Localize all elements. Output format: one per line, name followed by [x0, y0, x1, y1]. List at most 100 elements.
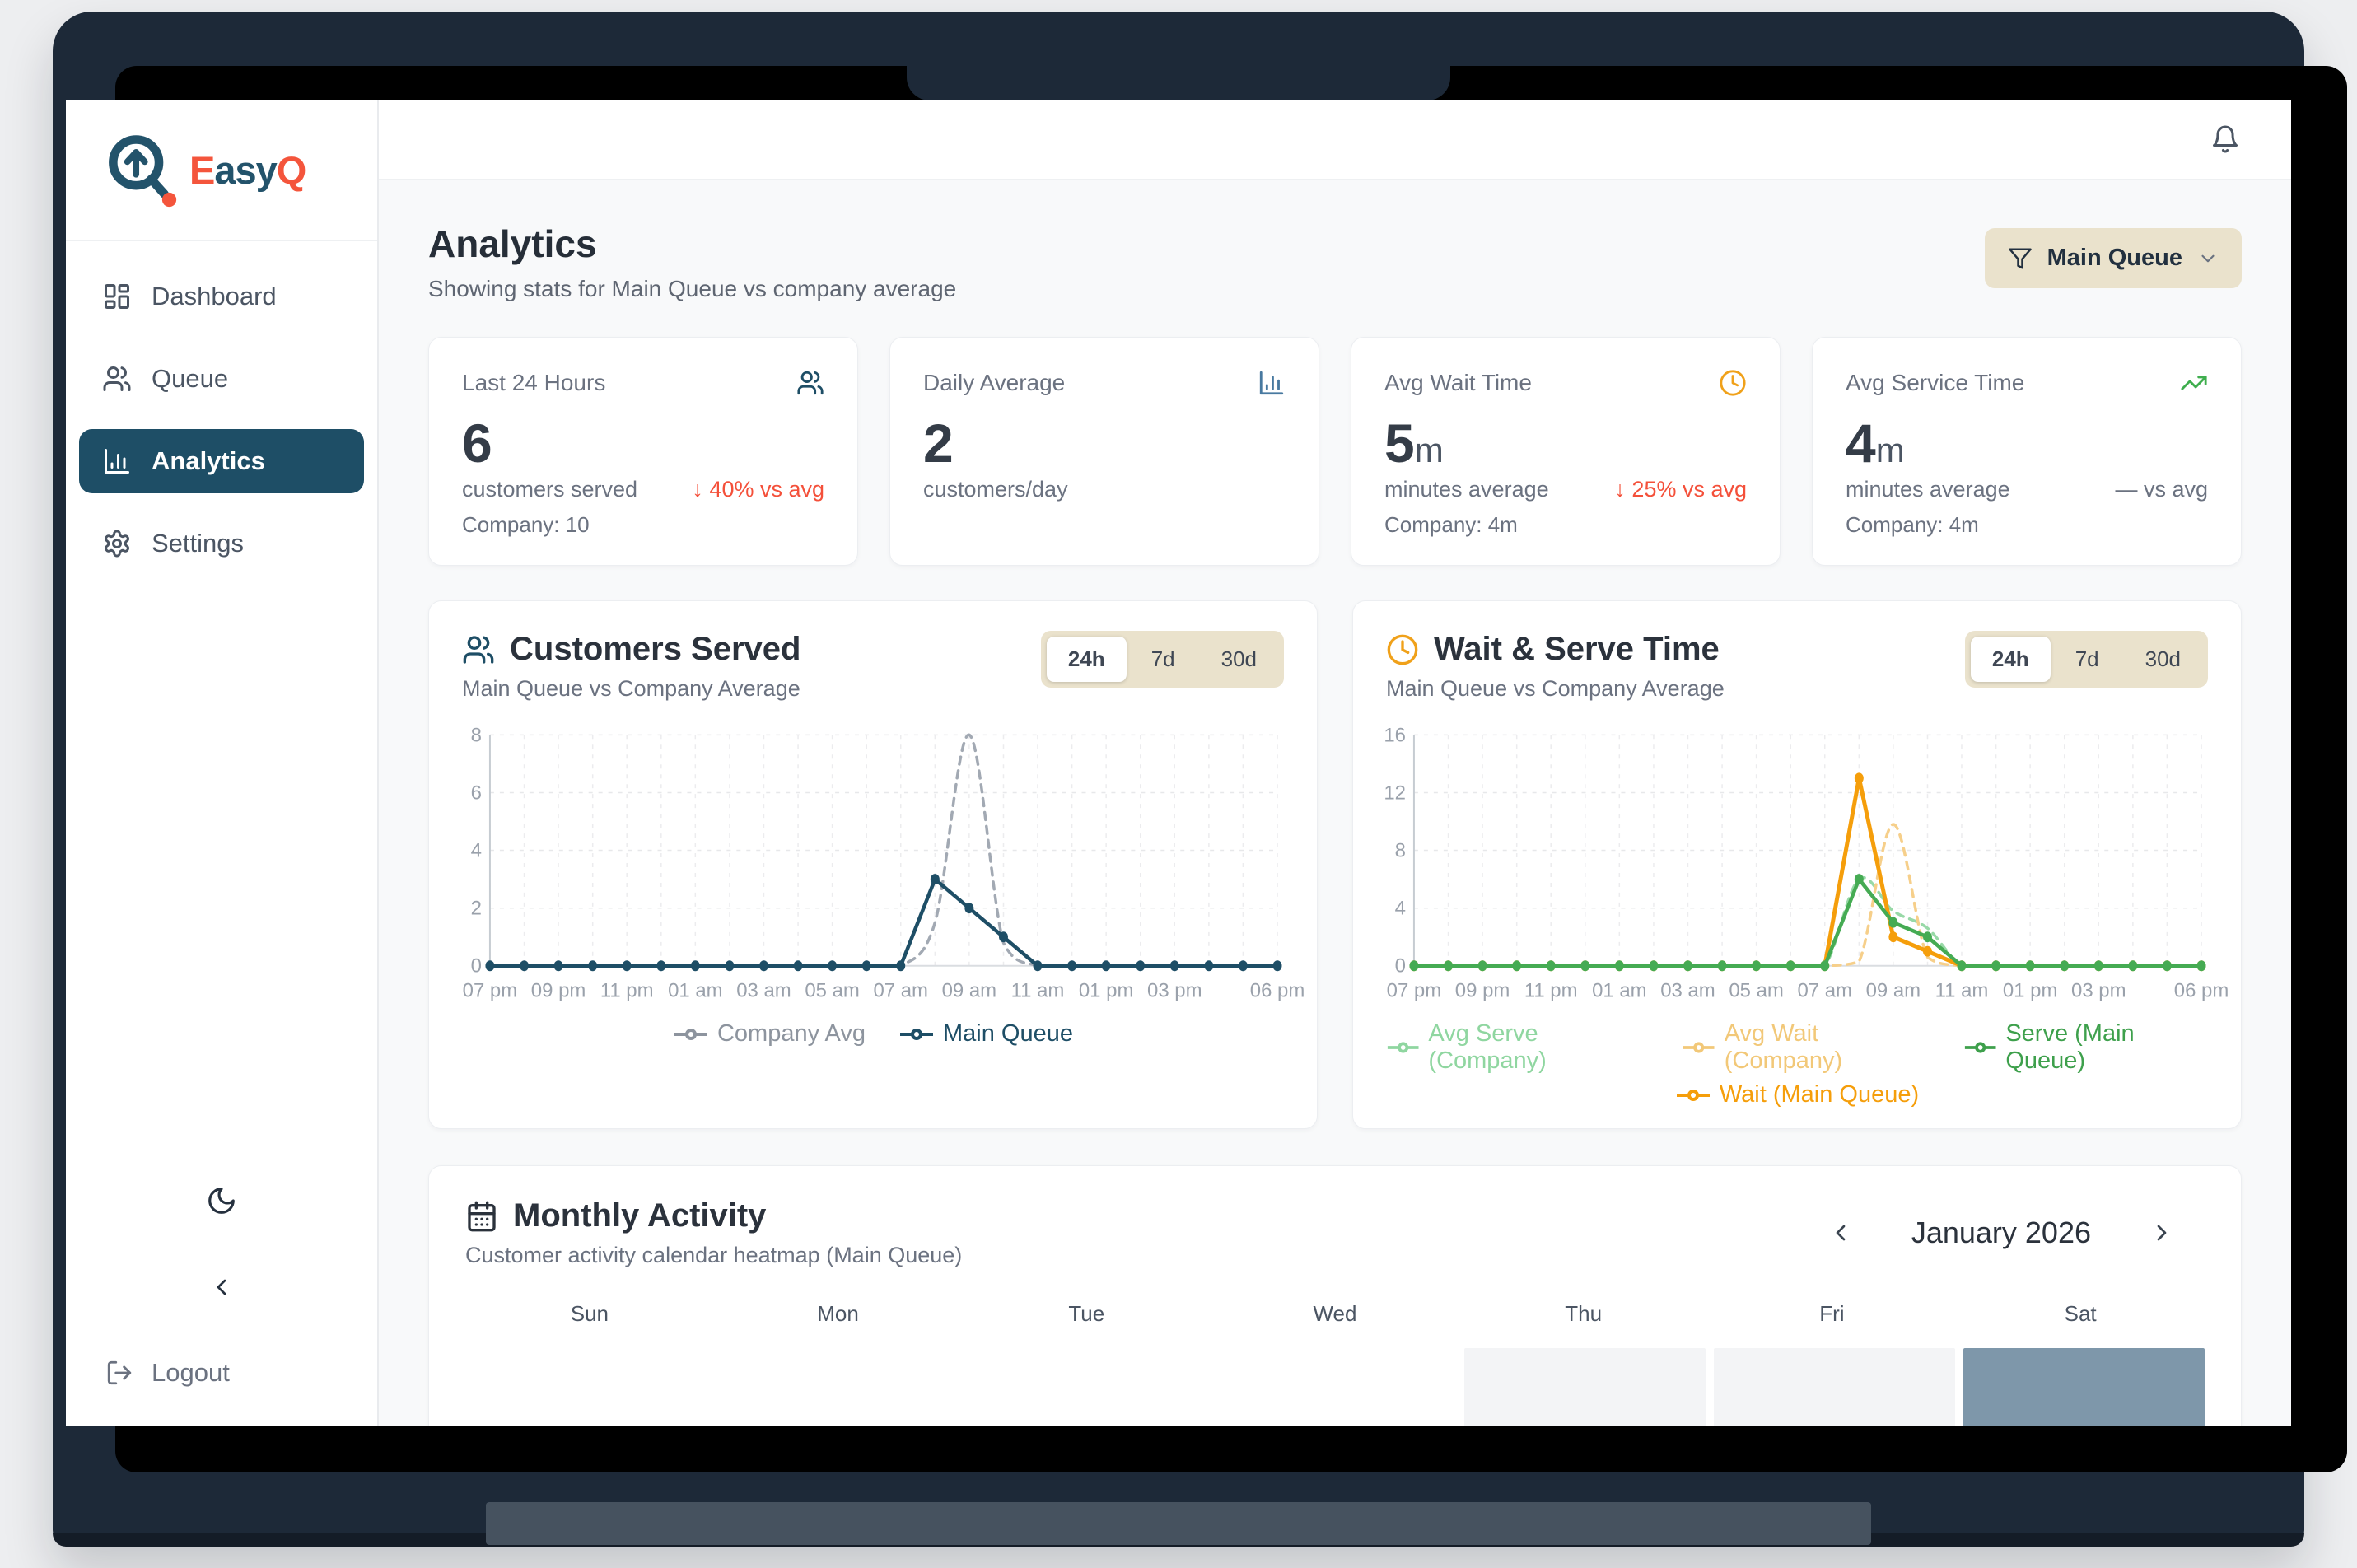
queue-filter-dropdown[interactable]: Main Queue	[1984, 228, 2242, 288]
main-area: Analytics Showing stats for Main Queue v…	[379, 100, 2291, 1426]
range-option-30d[interactable]: 30d	[1200, 637, 1278, 682]
chevron-left-icon	[1836, 1225, 1846, 1241]
range-option-24h[interactable]: 24h	[1970, 637, 2051, 683]
sidebar-item-label: Dashboard	[152, 282, 277, 310]
sidebar-collapse-button[interactable]	[203, 1269, 240, 1305]
svg-text:4: 4	[1395, 898, 1406, 920]
range-option-24h[interactable]: 24h	[1046, 637, 1127, 683]
legend-marker	[1964, 1042, 1996, 1053]
svg-text:0: 0	[1395, 955, 1406, 978]
bar-chart-icon	[1259, 371, 1284, 395]
dark-mode-toggle[interactable]	[201, 1180, 242, 1221]
svg-text:07 pm: 07 pm	[1387, 980, 1442, 1002]
stat-card-company: Company: 4m	[1846, 512, 1979, 538]
funnel-icon	[2008, 248, 2032, 268]
logout-icon	[105, 1359, 133, 1387]
svg-text:11 pm: 11 pm	[1524, 980, 1578, 1002]
svg-text:01 pm: 01 pm	[2003, 980, 2058, 1002]
sidebar-item-queue[interactable]: Queue	[79, 347, 364, 411]
monthly-activity-subtitle: Customer activity calendar heatmap (Main…	[465, 1243, 963, 1268]
wait-serve-card: Wait & Serve Time Main Queue vs Company …	[1352, 600, 2242, 1130]
notifications-button[interactable]	[2205, 124, 2245, 155]
stat-card-title: Avg Service Time	[1846, 370, 2025, 395]
stat-card-avg-service-time: Avg Service Time 4m minutes average — vs…	[1812, 337, 2242, 567]
stat-card-value: 5m	[1384, 413, 1444, 474]
chevron-right-icon	[2157, 1225, 2167, 1241]
svg-text:11 pm: 11 pm	[600, 980, 654, 1002]
customers-served-subtitle: Main Queue vs Company Average	[462, 676, 800, 702]
chevron-left-icon	[217, 1279, 226, 1295]
day-header-tue: Tue	[1068, 1301, 1105, 1327]
clock-icon	[1720, 370, 1746, 396]
stat-card-company: Company: 10	[462, 512, 590, 538]
settings-gear-icon	[105, 530, 129, 558]
range-option-7d[interactable]: 7d	[1130, 637, 1197, 682]
range-option-30d[interactable]: 30d	[2124, 637, 2202, 682]
wait-serve-chart: 0 4 8 12 16 07 pm 09 pm 11 pm 01 am 03 am 05 am 07 …	[1384, 725, 2229, 1002]
svg-text:16: 16	[1384, 725, 1406, 747]
sidebar-item-dashboard[interactable]: Dashboard	[79, 264, 364, 329]
sidebar-item-analytics[interactable]: Analytics	[79, 429, 364, 493]
stat-card-delta: — vs avg	[2115, 477, 2208, 502]
trend-up-icon	[2181, 376, 2207, 390]
day-header-fri: Fri	[1819, 1301, 1845, 1327]
calendar-grid: 12319	[465, 1348, 2205, 1426]
next-month-button[interactable]	[2144, 1219, 2180, 1247]
calendar-day-headers: Sun Mon Tue Wed Thu Fri Sat	[465, 1301, 2205, 1327]
stat-card-avg-wait-time: Avg Wait Time 5m minutes average ↓ 25% v…	[1351, 337, 1781, 567]
stat-card-title: Daily Average	[923, 370, 1066, 395]
stat-card-title: Last 24 Hours	[462, 370, 606, 395]
stat-card-last-24-hours: Last 24 Hours 6 customers served ↓ 40% v…	[428, 337, 858, 567]
legend-item: Avg Serve (Company)	[1386, 1020, 1649, 1075]
stat-card-sublabel: customers served	[462, 477, 638, 502]
chevron-down-icon	[2197, 248, 2219, 269]
calendar-cell-day-2: 2	[1713, 1348, 1955, 1426]
wait-range-toggle: 24h 7d 30d	[1964, 631, 2208, 688]
laptop-base	[486, 1502, 1871, 1545]
legend-marker	[1387, 1042, 1419, 1053]
prev-month-button[interactable]	[1823, 1219, 1859, 1247]
day-header-sat: Sat	[2064, 1301, 2097, 1327]
analytics-page: Analytics Showing stats for Main Queue v…	[379, 180, 2291, 1426]
range-option-7d[interactable]: 7d	[2054, 637, 2121, 682]
clock-icon	[1386, 633, 1419, 666]
stat-card-sublabel: customers/day	[923, 477, 1068, 502]
stat-card-delta: ↓ 40% vs avg	[692, 477, 824, 502]
logout-button[interactable]: Logout	[66, 1358, 377, 1426]
logout-icon	[107, 1360, 132, 1385]
calendar-cell-day-1: 1	[1463, 1348, 1706, 1426]
laptop-frame: EasyQ Dashboard Queue Analytics Settings Lo…	[53, 12, 2347, 1547]
sidebar-item-settings[interactable]: Settings	[79, 511, 364, 576]
svg-text:07 pm: 07 pm	[463, 980, 518, 1002]
legend-marker	[900, 1028, 934, 1040]
svg-text:4: 4	[471, 840, 482, 862]
svg-text:09 pm: 09 pm	[1455, 980, 1510, 1002]
sidebar-item-label: Analytics	[152, 446, 265, 475]
legend-item: Avg Wait (Company)	[1682, 1020, 1930, 1075]
page-title: Analytics	[428, 222, 597, 265]
analytics-bars-icon	[105, 449, 129, 474]
svg-text:03 am: 03 am	[1660, 980, 1715, 1002]
users-icon	[797, 371, 824, 395]
svg-text:09 pm: 09 pm	[531, 980, 586, 1002]
svg-text:01 am: 01 am	[1592, 980, 1647, 1002]
customers-served-card: Customers Served Main Queue vs Company A…	[428, 600, 1318, 1130]
svg-text:03 pm: 03 pm	[2071, 980, 2126, 1002]
svg-text:11 am: 11 am	[1011, 980, 1065, 1002]
svg-text:12: 12	[1384, 782, 1406, 805]
svg-text:6: 6	[471, 782, 482, 805]
topbar	[379, 100, 2291, 180]
stat-card-value: 2	[923, 413, 954, 474]
brand-name: EasyQ	[189, 147, 306, 192]
month-label: January 2026	[1911, 1216, 2091, 1250]
wait-serve-subtitle: Main Queue vs Company Average	[1386, 676, 1725, 702]
laptop-notch	[907, 54, 1450, 100]
svg-text:8: 8	[471, 725, 482, 747]
clock-icon	[1387, 634, 1418, 665]
svg-text:09 am: 09 am	[942, 980, 997, 1002]
day-header-thu: Thu	[1565, 1301, 1603, 1327]
svg-text:09 am: 09 am	[1866, 980, 1921, 1002]
day-header-wed: Wed	[1313, 1301, 1357, 1327]
svg-text:07 am: 07 am	[873, 980, 928, 1002]
customers-served-chart: 0 2 4 6 8 07 pm 09 pm 11 pm 01 am 03 am 05 am 07 am…	[463, 725, 1305, 1002]
